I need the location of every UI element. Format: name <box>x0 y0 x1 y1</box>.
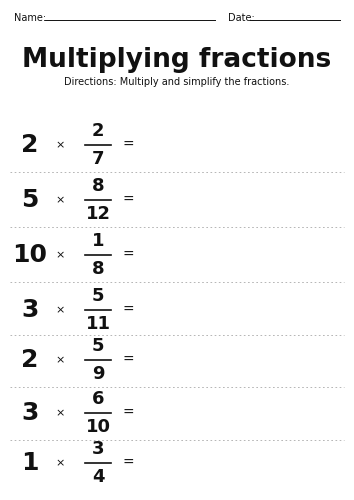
Text: 2: 2 <box>21 348 39 372</box>
Text: =: = <box>122 138 134 152</box>
Text: 1: 1 <box>21 451 39 475</box>
Text: ×: × <box>55 195 65 205</box>
Text: 5: 5 <box>92 337 104 355</box>
Text: ×: × <box>55 408 65 418</box>
Text: 7: 7 <box>92 150 104 168</box>
Text: 3: 3 <box>21 298 39 322</box>
Text: =: = <box>122 353 134 367</box>
Text: =: = <box>122 456 134 470</box>
Text: ×: × <box>55 355 65 365</box>
Text: =: = <box>122 406 134 420</box>
Text: 8: 8 <box>92 260 104 278</box>
Text: 3: 3 <box>21 401 39 425</box>
Text: 10: 10 <box>12 243 47 267</box>
Text: ×: × <box>55 250 65 260</box>
Text: 9: 9 <box>92 365 104 383</box>
Text: 2: 2 <box>92 122 104 140</box>
Text: =: = <box>122 303 134 317</box>
Text: 8: 8 <box>92 177 104 195</box>
Text: 12: 12 <box>86 205 110 223</box>
Text: 5: 5 <box>92 287 104 305</box>
Text: 6: 6 <box>92 390 104 408</box>
Text: Date:: Date: <box>228 13 255 23</box>
Text: Name:: Name: <box>14 13 46 23</box>
Text: 2: 2 <box>21 133 39 157</box>
Text: 1: 1 <box>92 232 104 250</box>
Text: 4: 4 <box>92 468 104 486</box>
Text: ×: × <box>55 458 65 468</box>
Text: ×: × <box>55 305 65 315</box>
Text: =: = <box>122 193 134 207</box>
Text: 11: 11 <box>86 315 110 333</box>
Text: 3: 3 <box>92 440 104 458</box>
Text: =: = <box>122 248 134 262</box>
Text: Directions: Multiply and simplify the fractions.: Directions: Multiply and simplify the fr… <box>64 77 290 87</box>
Text: ×: × <box>55 140 65 150</box>
Text: 10: 10 <box>86 418 110 436</box>
Text: Multiplying fractions: Multiplying fractions <box>22 47 332 73</box>
Text: 5: 5 <box>21 188 39 212</box>
